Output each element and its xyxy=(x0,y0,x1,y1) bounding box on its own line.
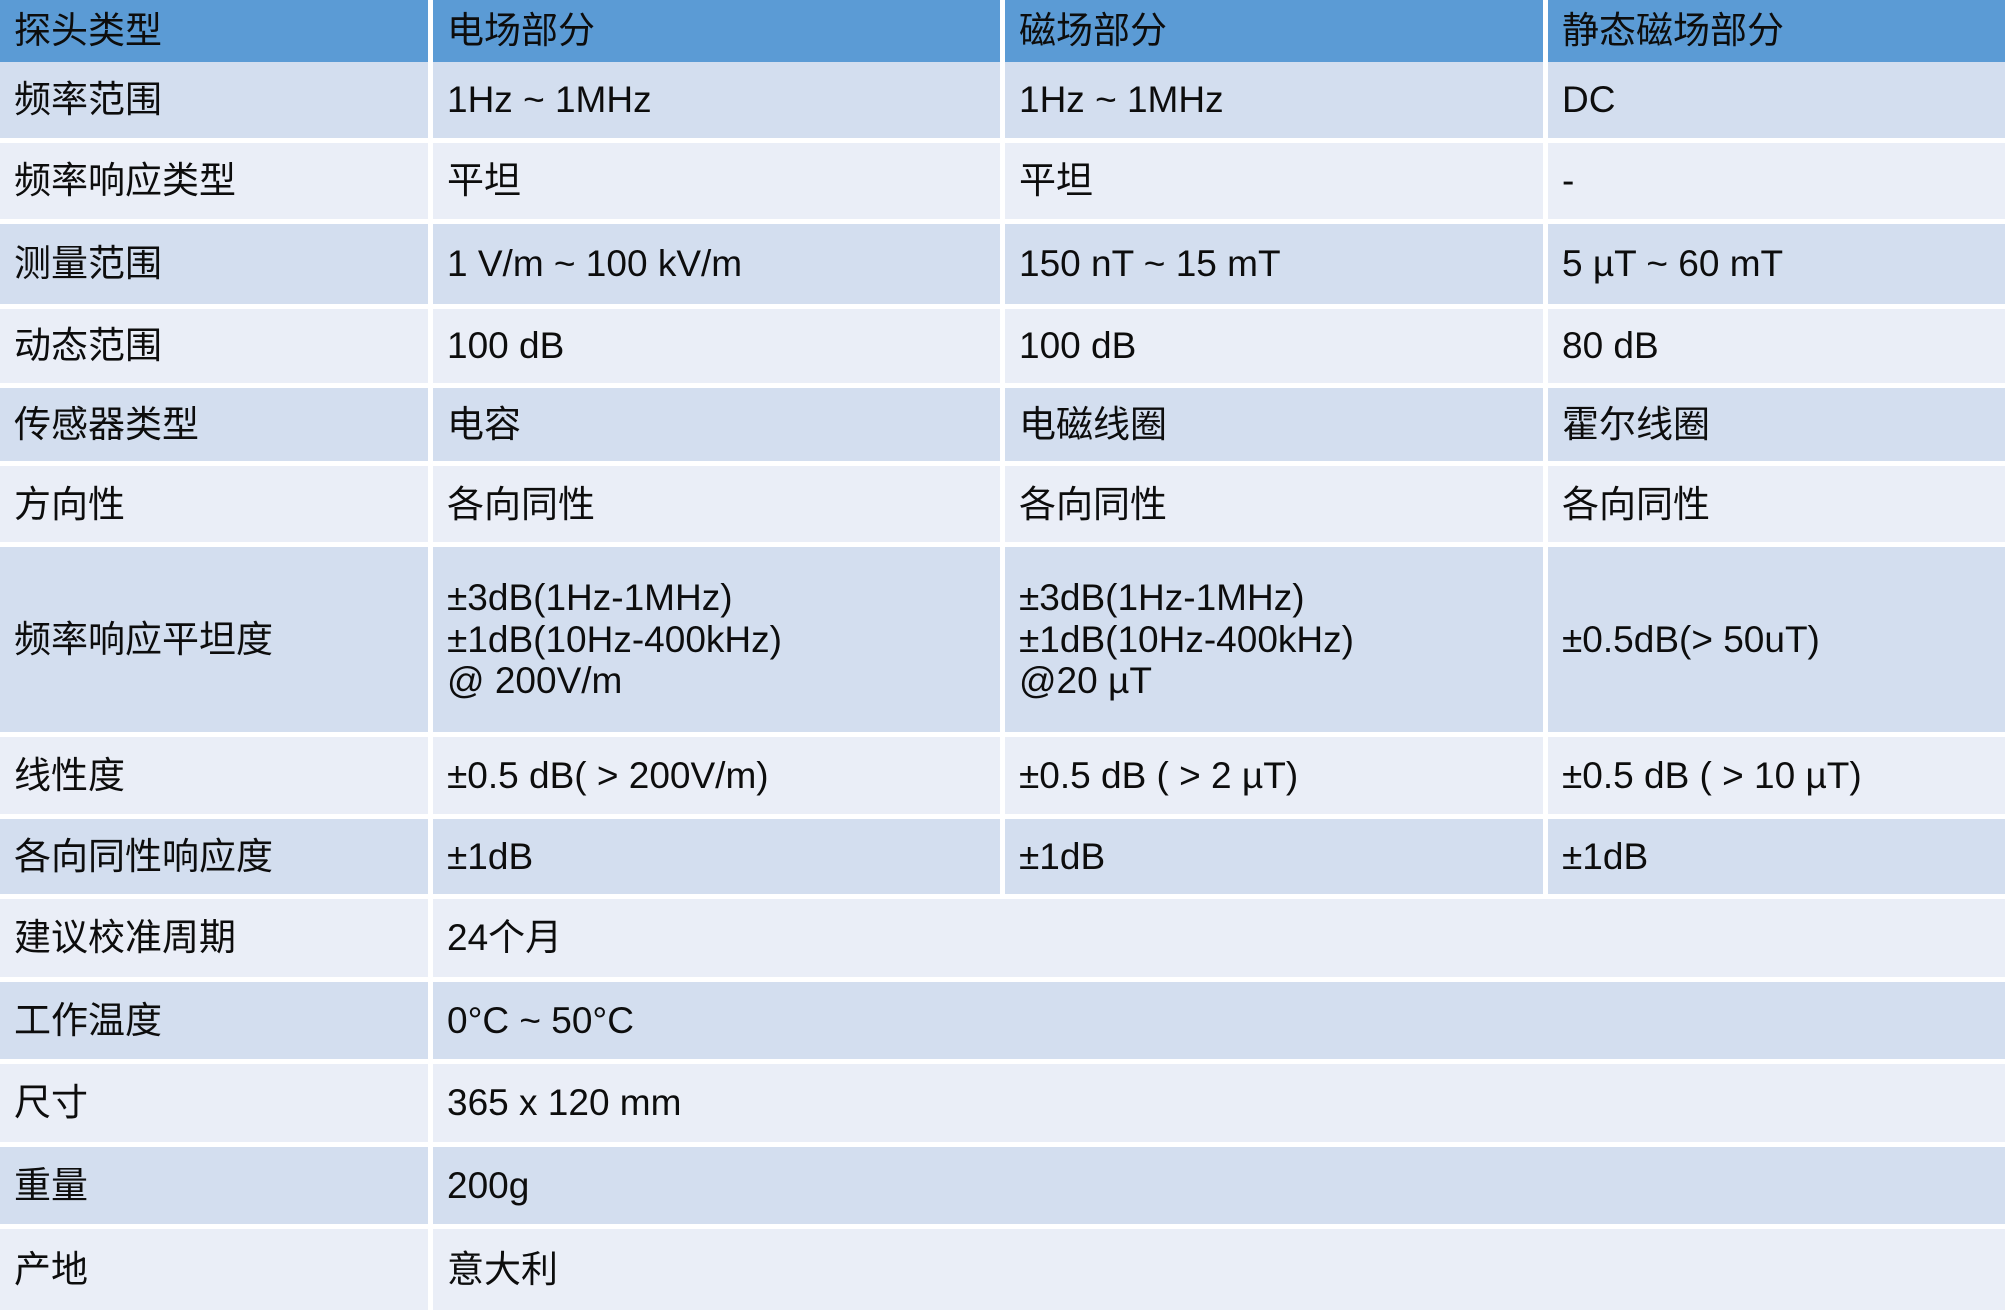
cell-linearity-magnetic: ±0.5 dB ( > 2 µT) xyxy=(1005,736,1548,819)
cell-flatness-electric: ±3dB(1Hz-1MHz) ±1dB(10Hz-400kHz) @ 200V/… xyxy=(433,547,1005,737)
cell-freq-range-magnetic: 1Hz ~ 1MHz xyxy=(1005,62,1548,144)
cell-linearity-static: ±0.5 dB ( > 10 µT) xyxy=(1548,736,2005,819)
cell-direction-static: 各向同性 xyxy=(1548,466,2005,548)
table-row: 频率范围 1Hz ~ 1MHz 1Hz ~ 1MHz DC xyxy=(0,62,2005,144)
table-header: 探头类型 电场部分 磁场部分 静态磁场部分 xyxy=(0,0,2005,62)
cell-meas-range-magnetic: 150 nT ~ 15 mT xyxy=(1005,224,1548,309)
table-row: 频率响应平坦度 ±3dB(1Hz-1MHz) ±1dB(10Hz-400kHz)… xyxy=(0,547,2005,737)
row-label-iso: 各向同性响应度 xyxy=(0,818,433,899)
table-row: 重量 200g xyxy=(0,1146,2005,1229)
table-row: 尺寸 365 x 120 mm xyxy=(0,1064,2005,1147)
table-row: 测量范围 1 V/m ~ 100 kV/m 150 nT ~ 15 mT 5 µ… xyxy=(0,224,2005,309)
cell-direction-magnetic: 各向同性 xyxy=(1005,466,1548,548)
column-header-electric-field: 电场部分 xyxy=(433,0,1005,62)
row-label-freq-range: 频率范围 xyxy=(0,62,433,144)
table-row: 线性度 ±0.5 dB( > 200V/m) ±0.5 dB ( > 2 µT)… xyxy=(0,736,2005,819)
cell-resp-type-electric: 平坦 xyxy=(433,143,1005,225)
cell-meas-range-static: 5 µT ~ 60 mT xyxy=(1548,224,2005,309)
cell-temp-value: 0°C ~ 50°C xyxy=(433,982,2005,1065)
cell-sensor-static: 霍尔线圈 xyxy=(1548,387,2005,467)
row-label-flatness: 频率响应平坦度 xyxy=(0,547,433,737)
cell-dyn-range-magnetic: 100 dB xyxy=(1005,308,1548,388)
cell-weight-value: 200g xyxy=(433,1146,2005,1229)
table-row: 动态范围 100 dB 100 dB 80 dB xyxy=(0,308,2005,388)
row-label-weight: 重量 xyxy=(0,1146,433,1229)
row-label-calib: 建议校准周期 xyxy=(0,898,433,983)
cell-dyn-range-static: 80 dB xyxy=(1548,308,2005,388)
cell-origin-value: 意大利 xyxy=(433,1228,2005,1310)
cell-flatness-static: ±0.5dB(> 50uT) xyxy=(1548,547,2005,737)
row-label-origin: 产地 xyxy=(0,1228,433,1310)
row-label-dyn-range: 动态范围 xyxy=(0,308,433,388)
cell-iso-magnetic: ±1dB xyxy=(1005,818,1548,899)
table-body: 频率范围 1Hz ~ 1MHz 1Hz ~ 1MHz DC 频率响应类型 平坦 … xyxy=(0,62,2005,1310)
cell-freq-range-static: DC xyxy=(1548,62,2005,144)
cell-meas-range-electric: 1 V/m ~ 100 kV/m xyxy=(433,224,1005,309)
cell-iso-static: ±1dB xyxy=(1548,818,2005,899)
row-label-linearity: 线性度 xyxy=(0,736,433,819)
column-header-probe-type: 探头类型 xyxy=(0,0,433,62)
cell-sensor-magnetic: 电磁线圈 xyxy=(1005,387,1548,467)
row-label-dim: 尺寸 xyxy=(0,1064,433,1147)
column-header-magnetic-field: 磁场部分 xyxy=(1005,0,1548,62)
cell-calib-value: 24个月 xyxy=(433,898,2005,983)
header-row: 探头类型 电场部分 磁场部分 静态磁场部分 xyxy=(0,0,2005,62)
row-label-resp-type: 频率响应类型 xyxy=(0,143,433,225)
row-label-meas-range: 测量范围 xyxy=(0,224,433,309)
table-row: 建议校准周期 24个月 xyxy=(0,898,2005,983)
cell-resp-type-magnetic: 平坦 xyxy=(1005,143,1548,225)
table-row: 产地 意大利 xyxy=(0,1228,2005,1310)
table-row: 频率响应类型 平坦 平坦 - xyxy=(0,143,2005,225)
cell-sensor-electric: 电容 xyxy=(433,387,1005,467)
cell-iso-electric: ±1dB xyxy=(433,818,1005,899)
cell-direction-electric: 各向同性 xyxy=(433,466,1005,548)
cell-flatness-magnetic: ±3dB(1Hz-1MHz) ±1dB(10Hz-400kHz) @20 µT xyxy=(1005,547,1548,737)
table-row: 方向性 各向同性 各向同性 各向同性 xyxy=(0,466,2005,548)
cell-dyn-range-electric: 100 dB xyxy=(433,308,1005,388)
row-label-sensor: 传感器类型 xyxy=(0,387,433,467)
cell-dim-value: 365 x 120 mm xyxy=(433,1064,2005,1147)
row-label-direction: 方向性 xyxy=(0,466,433,548)
table-row: 传感器类型 电容 电磁线圈 霍尔线圈 xyxy=(0,387,2005,467)
column-header-static-magnetic-field: 静态磁场部分 xyxy=(1548,0,2005,62)
cell-resp-type-static: - xyxy=(1548,143,2005,225)
cell-linearity-electric: ±0.5 dB( > 200V/m) xyxy=(433,736,1005,819)
table-row: 各向同性响应度 ±1dB ±1dB ±1dB xyxy=(0,818,2005,899)
cell-freq-range-electric: 1Hz ~ 1MHz xyxy=(433,62,1005,144)
row-label-temp: 工作温度 xyxy=(0,982,433,1065)
table-row: 工作温度 0°C ~ 50°C xyxy=(0,982,2005,1065)
